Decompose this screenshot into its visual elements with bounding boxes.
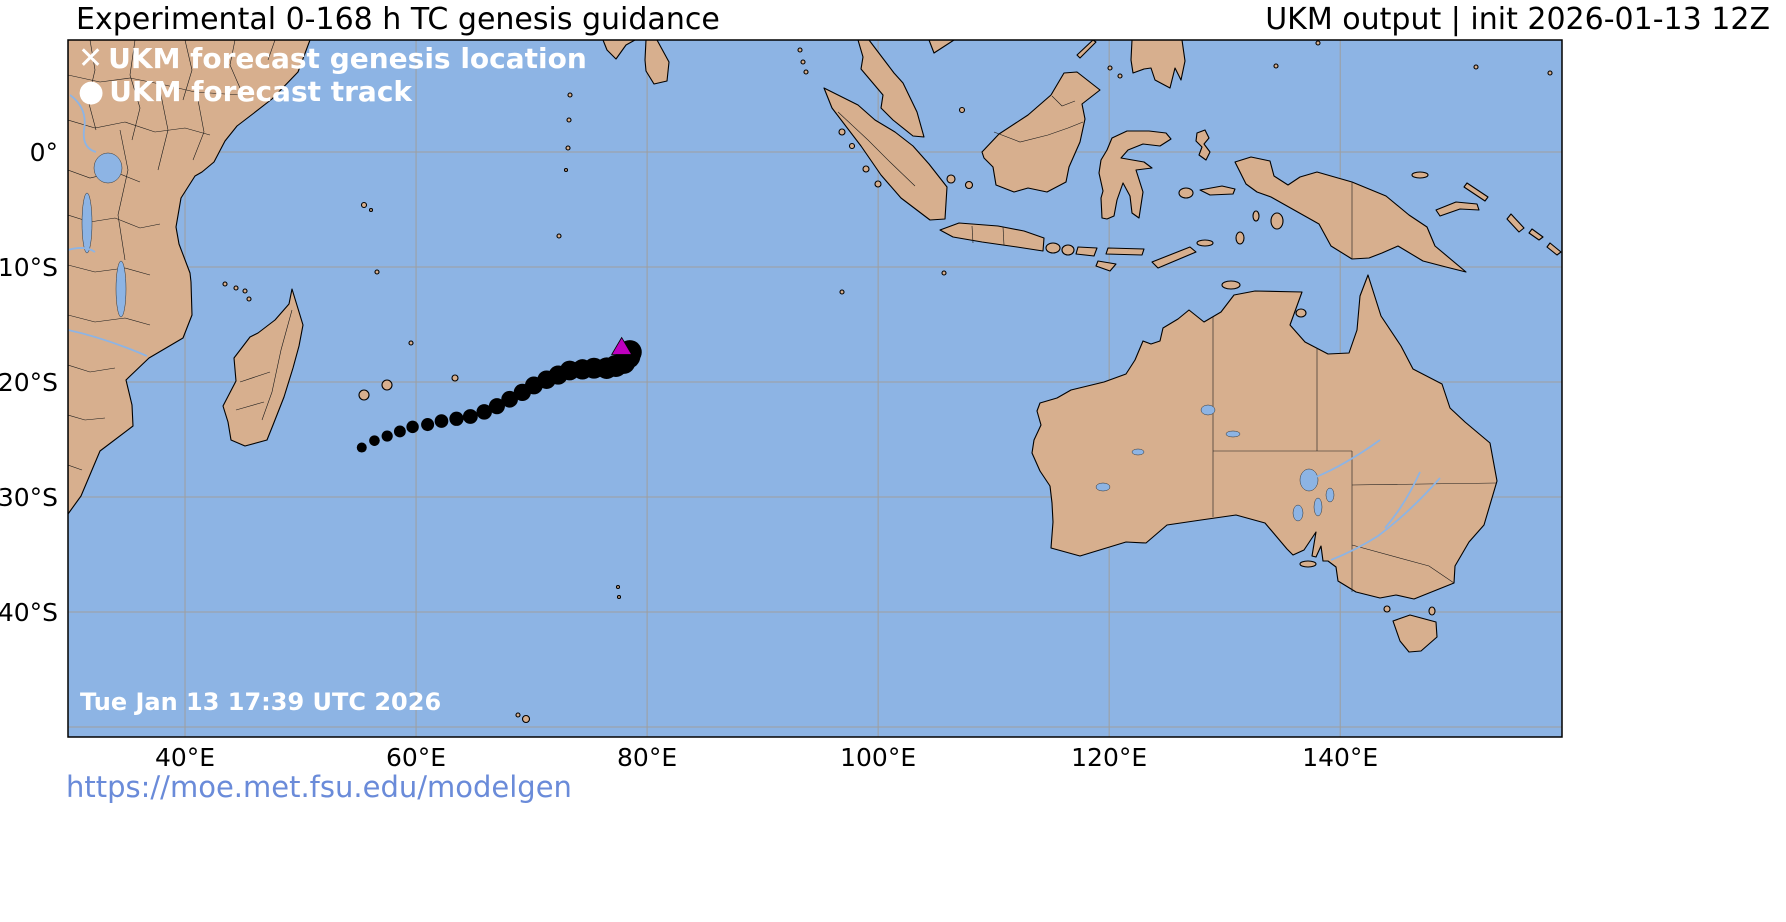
track-point: [421, 418, 435, 432]
halmahera-island: [1195, 129, 1211, 161]
new-britain-island: [1435, 201, 1480, 217]
track-point: [501, 390, 518, 408]
lat-tick-label: 10°S: [0, 253, 58, 282]
malay-peninsula: [857, 40, 925, 138]
tasmania-island: [1392, 614, 1438, 653]
model-init-info: UKM output | init 2026-01-13 12Z: [1265, 2, 1770, 37]
lat-tick-label: 30°S: [0, 483, 58, 512]
sumba-island: [1095, 260, 1117, 272]
small-islands: [222, 40, 1553, 724]
genesis-x-icon: ✕: [78, 40, 104, 76]
borneo-island: [981, 71, 1101, 193]
lon-tick-label: 100°E: [840, 743, 916, 772]
mindanao-island: [1130, 40, 1186, 89]
track-point: [381, 430, 393, 442]
palawan-island: [1076, 40, 1097, 59]
sri-lanka-island: [644, 40, 670, 85]
choiseul-island: [1528, 228, 1544, 241]
axis-labels-layer: 40°E 60°E 80°E 100°E 120°E 140°E 0° 10°S 20°S 30°…: [0, 138, 1378, 772]
lon-tick-label: 140°E: [1302, 743, 1378, 772]
track-point: [449, 411, 464, 426]
legend-track-row: ● UKM forecast track: [78, 75, 587, 108]
source-url-link[interactable]: https://moe.met.fsu.edu/modelgen: [66, 770, 572, 804]
lat-tick-label: 20°S: [0, 368, 58, 397]
land-layer: [68, 40, 1562, 724]
track-point: [462, 409, 478, 424]
santa-isabel-island: [1546, 242, 1562, 256]
lon-tick-label: 80°E: [617, 743, 677, 772]
legend-genesis-row: ✕ UKM forecast genesis location: [78, 42, 587, 75]
sumbawa-island: [1075, 246, 1098, 257]
legend-genesis-label: UKM forecast genesis location: [108, 42, 587, 75]
map-legend: ✕ UKM forecast genesis location ● UKM fo…: [78, 42, 587, 108]
seram-island: [1199, 185, 1236, 196]
lon-tick-label: 40°E: [155, 743, 215, 772]
legend-track-label: UKM forecast track: [109, 75, 413, 108]
sulawesi-island: [1098, 130, 1172, 220]
admin-borders-layer: [68, 40, 1497, 592]
inland-water-layer: [68, 94, 1441, 561]
lat-tick-label: 40°S: [0, 598, 58, 627]
lat-tick-label: 0°: [30, 138, 58, 167]
flores-island: [1105, 247, 1145, 256]
indochina-tip: [928, 40, 955, 54]
genesis-marker: [610, 336, 633, 355]
track-point: [434, 414, 449, 428]
madagascar-island: [222, 288, 304, 447]
creation-timestamp: Tue Jan 13 17:39 UTC 2026: [80, 688, 442, 716]
track-point: [476, 404, 492, 420]
java-island: [939, 222, 1045, 252]
new-guinea-island: [1234, 156, 1467, 273]
lon-tick-label: 60°E: [386, 743, 446, 772]
new-ireland-island: [1463, 182, 1489, 202]
sumatra-island: [823, 87, 948, 221]
track-point: [356, 442, 367, 453]
track-point: [406, 420, 419, 434]
africa-landmass: [68, 40, 311, 515]
australia-landmass: [1031, 274, 1498, 600]
track-point: [393, 425, 406, 438]
track-point: [369, 435, 380, 446]
map-frame: [67, 39, 1563, 738]
track-dot-icon: ●: [78, 73, 105, 109]
track-point: [488, 398, 505, 415]
lon-tick-label: 120°E: [1071, 743, 1147, 772]
timor-island: [1151, 246, 1197, 269]
page-title: Experimental 0-168 h TC genesis guidance: [76, 2, 720, 37]
forecast-track-layer: [356, 336, 642, 453]
india-tip: [602, 40, 636, 60]
bougainville-island: [1506, 213, 1525, 233]
